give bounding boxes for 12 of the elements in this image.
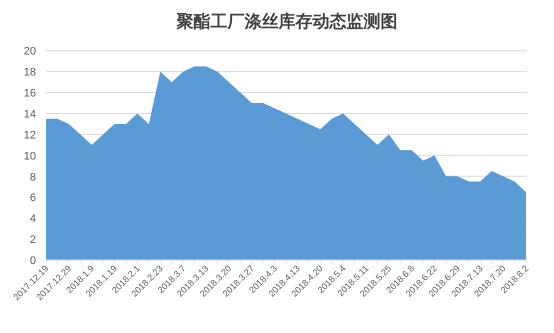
y-tick-label: 2	[30, 234, 36, 246]
y-tick-label: 18	[24, 66, 36, 79]
y-tick-label: 8	[30, 171, 36, 184]
y-tick-label: 10	[24, 150, 36, 162]
y-tick-label: 0	[30, 255, 36, 267]
chart-title: 聚酯工厂涤丝库存动态监测图	[176, 12, 398, 31]
y-tick-label: 16	[24, 88, 36, 100]
y-tick-label: 14	[24, 108, 36, 120]
y-tick-label: 12	[24, 129, 36, 142]
y-tick-label: 20	[24, 46, 36, 58]
y-tick-label: 4	[30, 213, 36, 226]
y-tick-label: 6	[30, 192, 36, 204]
